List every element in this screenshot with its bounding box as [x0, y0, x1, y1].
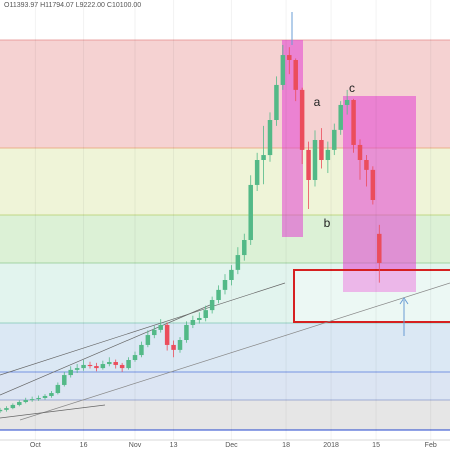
candle-body — [119, 364, 125, 369]
candle-body — [299, 89, 305, 150]
candle-body — [171, 344, 176, 350]
candle-body — [229, 269, 234, 280]
x-tick-label: 15 — [372, 442, 380, 449]
candle-body — [332, 129, 337, 150]
x-tick-label: 18 — [282, 442, 290, 449]
candle-body — [4, 408, 9, 410]
candle-body — [203, 310, 208, 318]
candle-body — [242, 240, 247, 256]
candle-body — [293, 60, 298, 90]
candle-body — [126, 360, 131, 369]
candle-body — [55, 384, 61, 394]
candle-body — [261, 155, 266, 160]
candle-body — [319, 140, 324, 160]
candle-body — [197, 317, 202, 320]
candle-body — [216, 289, 221, 300]
candle-body — [49, 393, 54, 396]
candle-body — [235, 255, 241, 270]
x-tick-label: 2018 — [323, 442, 339, 449]
candle-body — [377, 233, 382, 263]
candle-body — [68, 369, 73, 376]
candle-body — [42, 395, 48, 398]
candle-body — [287, 55, 292, 60]
candle-body — [338, 104, 343, 130]
candle-body — [23, 400, 28, 403]
candle-body — [370, 169, 376, 200]
wave-label: b — [324, 216, 331, 230]
candle-body — [351, 100, 356, 145]
x-tick-label: Nov — [129, 442, 142, 449]
drawings — [0, 12, 450, 441]
candle-body — [267, 120, 273, 156]
candle-body — [312, 140, 318, 180]
x-tick-label: 16 — [80, 442, 88, 449]
candle-body — [280, 55, 286, 85]
candle-body — [81, 364, 86, 369]
candle-body — [164, 324, 170, 345]
candle-body — [274, 84, 279, 120]
candle-body — [36, 397, 41, 400]
candle-body — [190, 320, 196, 325]
x-tick-label: Oct — [30, 442, 41, 449]
candle-body — [254, 160, 260, 185]
candle-body — [152, 329, 157, 336]
candle-body — [344, 100, 350, 105]
candle-body — [158, 324, 163, 330]
wave-label: a — [314, 95, 321, 109]
x-tick-label: Feb — [425, 442, 437, 449]
x-tick-label: Dec — [225, 442, 238, 449]
candle-body — [62, 375, 67, 385]
candle-body — [145, 335, 151, 345]
x-tick-label: 13 — [170, 442, 178, 449]
candle-body — [139, 344, 144, 356]
candle-body — [248, 184, 253, 240]
candle-body — [113, 362, 118, 365]
candle-body — [306, 149, 311, 180]
wave-label: c — [349, 81, 355, 95]
candle-body — [184, 324, 189, 340]
ohlc-header: O11393.97 H11794.07 L9222.00 C10100.00 — [4, 2, 141, 9]
candle-body — [17, 402, 22, 405]
candle-body — [74, 368, 80, 370]
candle-body — [10, 404, 16, 409]
candle-body — [87, 364, 93, 367]
candle-body — [107, 362, 112, 365]
candle-body — [222, 280, 228, 290]
candle-body — [209, 300, 215, 311]
candle-body — [177, 340, 183, 350]
candle-body — [0, 409, 3, 412]
candle-body — [132, 355, 138, 360]
candle-body — [364, 160, 369, 170]
candle-body — [325, 149, 331, 160]
candle-body — [94, 366, 99, 369]
candle-body — [29, 399, 35, 401]
candle-body — [357, 144, 363, 160]
candle-body — [100, 364, 106, 369]
